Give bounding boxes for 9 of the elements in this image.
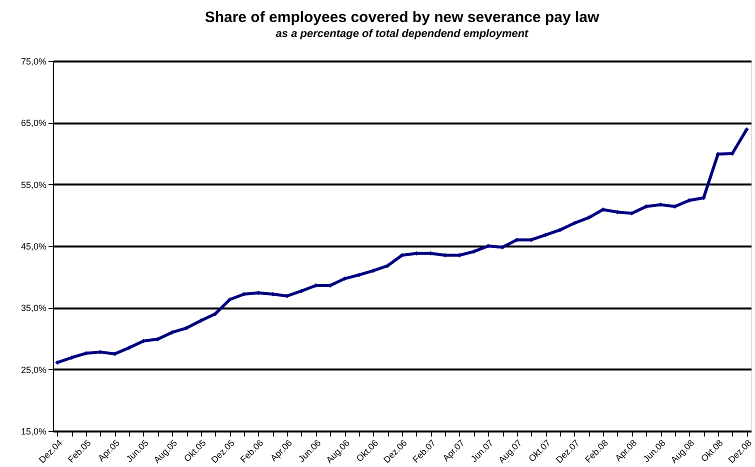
y-tick-label: 25,0%	[20, 364, 46, 375]
y-tick-label: 15,0%	[20, 426, 46, 436]
y-tick-label: 45,0%	[20, 242, 46, 252]
y-tick-label: 55,0%	[20, 180, 46, 190]
y-tick-label: 75,0%	[20, 56, 46, 66]
y-tick-label: 65,0%	[20, 118, 46, 128]
y-tick-label: 35,0%	[20, 303, 46, 314]
chart-subtitle: as a percentage of total dependend employment	[276, 28, 530, 40]
chart-title: Share of employees covered by new severance pay law	[204, 9, 600, 26]
